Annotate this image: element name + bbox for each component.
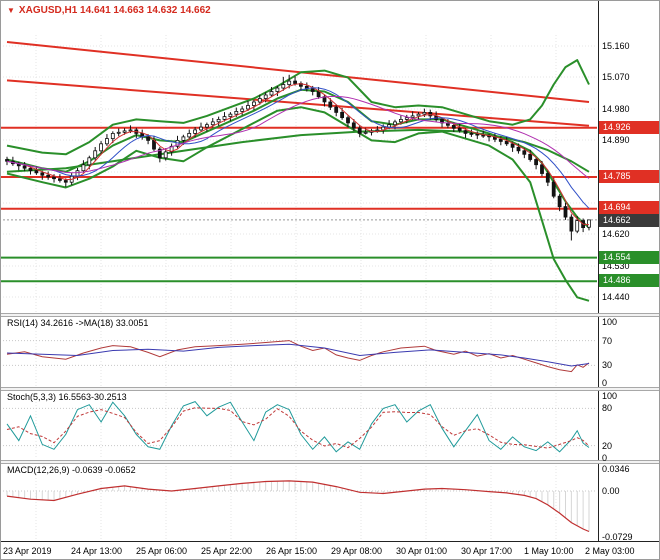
panel-splitter[interactable]	[1, 387, 659, 391]
chart-title: ▼ XAGUSD,H1 14.641 14.663 14.632 14.662	[7, 5, 211, 16]
time-tick: 2 May 03:00	[585, 546, 635, 556]
stoch-tick: 100	[602, 391, 618, 401]
rsi-tick: 30	[602, 360, 613, 370]
price-tick: 14.620	[602, 229, 630, 239]
macd-tick: 0.00	[602, 486, 620, 496]
price-tick: 14.980	[602, 104, 630, 114]
time-tick: 30 Apr 17:00	[461, 546, 513, 556]
stoch-label: Stoch(5,3,3) 16.5563-30.2513	[7, 392, 127, 402]
rsi-tick: 100	[602, 317, 618, 327]
price-badge-resistance: 14.785	[599, 170, 659, 183]
stoch-tick: 20	[602, 441, 613, 451]
macd-label: MACD(12,26,9) -0.0639 -0.0652	[7, 465, 136, 475]
time-tick: 25 Apr 22:00	[201, 546, 253, 556]
time-tick: 25 Apr 06:00	[136, 546, 188, 556]
panel-splitter[interactable]	[1, 460, 659, 464]
rsi-label: RSI(14) 34.2616 ->MA(18) 33.0051	[7, 318, 149, 328]
stoch-tick: 80	[602, 403, 613, 413]
time-tick: 24 Apr 13:00	[71, 546, 123, 556]
price-badge-current: 14.662	[599, 214, 659, 227]
price-tick: 14.530	[602, 261, 630, 271]
price-down-icon: ▼	[7, 6, 15, 15]
rsi-tick: 0	[602, 378, 608, 388]
rsi-tick: 70	[602, 336, 613, 346]
price-tick: 14.440	[602, 292, 630, 302]
price-tick: 14.890	[602, 135, 630, 145]
time-tick: 30 Apr 01:00	[396, 546, 448, 556]
time-tick: 1 May 10:00	[524, 546, 574, 556]
time-tick: 23 Apr 2019	[3, 546, 52, 556]
price-badge-support: 14.554	[599, 251, 659, 264]
panel-splitter[interactable]	[1, 313, 659, 317]
time-tick: 26 Apr 15:00	[266, 546, 318, 556]
time-axis-separator	[1, 541, 659, 542]
price-badge-resistance: 14.926	[599, 121, 659, 134]
chart-title-text: XAGUSD,H1 14.641 14.663 14.632 14.662	[18, 5, 211, 16]
price-axis-separator	[598, 1, 599, 541]
stoch-tick: 0	[602, 453, 608, 463]
time-tick: 29 Apr 08:00	[331, 546, 383, 556]
price-badge-resistance: 14.694	[599, 201, 659, 214]
macd-tick: -0.0729	[602, 532, 633, 542]
macd-tick: 0.0346	[602, 464, 630, 474]
price-badge-support: 14.486	[599, 274, 659, 287]
time-axis[interactable]: 23 Apr 2019 24 Apr 13:00 25 Apr 06:00 25…	[1, 546, 659, 559]
price-tick: 15.070	[602, 72, 630, 82]
price-tick: 15.160	[602, 41, 630, 51]
